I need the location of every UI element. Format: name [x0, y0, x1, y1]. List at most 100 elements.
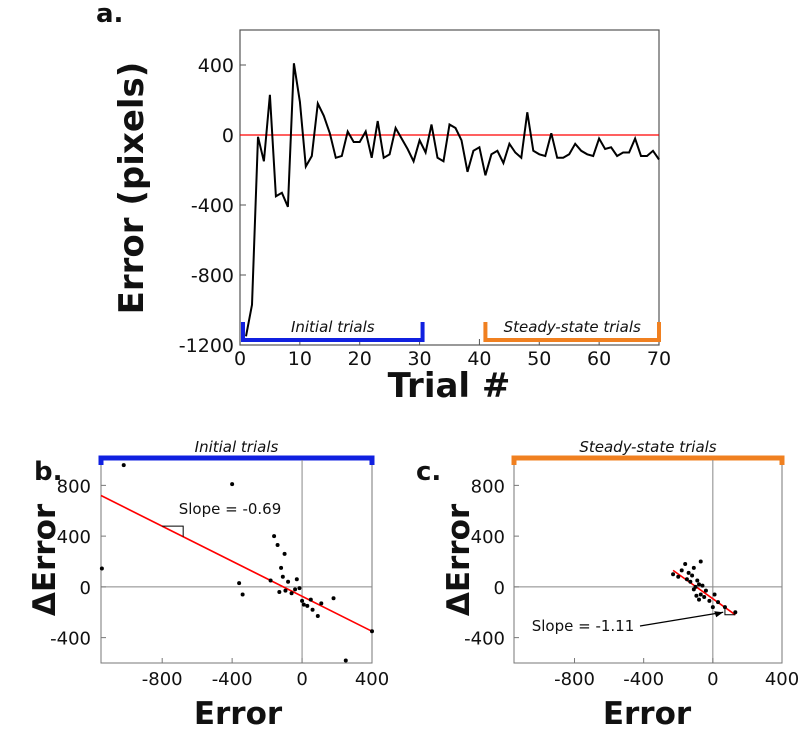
data-point	[693, 584, 698, 589]
panel-label-b: b.	[34, 457, 63, 487]
data-point	[275, 543, 280, 548]
annotation-arrow	[639, 611, 724, 627]
data-point	[698, 592, 703, 597]
panel-a: a. -1200 -800 -400 0 400 0 10 20 30 40 50 60 70 Ini…	[96, 0, 671, 406]
data-point	[679, 568, 684, 573]
data-point	[121, 463, 126, 468]
y-tick-label: -800	[191, 265, 234, 287]
data-point	[300, 598, 305, 603]
data-point	[237, 581, 242, 586]
y-tick-label: 800	[471, 476, 505, 497]
panel-c: c. Steady-state trials -400 0 400 800 -800 -40…	[416, 438, 799, 732]
slope-triangle	[162, 525, 184, 537]
data-point	[722, 605, 727, 610]
data-point	[282, 551, 287, 556]
bracket	[483, 322, 661, 342]
y-axis-title-b: ΔError	[27, 503, 63, 616]
panel-b: b. Initial trials -400 0 400 800 -800 -400 0 400…	[27, 438, 389, 732]
x-tick-label: -800	[142, 669, 183, 690]
chart-title: Initial trials	[195, 438, 279, 456]
x-axis-title-c: Error	[603, 696, 692, 732]
data-point	[697, 597, 702, 602]
data-point	[343, 658, 348, 663]
bracket	[240, 322, 425, 342]
data-point	[319, 601, 324, 606]
data-point	[240, 592, 245, 597]
data-point	[694, 593, 699, 598]
y-axis-title-a: Error (pixels)	[112, 62, 152, 315]
x-axis-title-b: Error	[194, 696, 283, 732]
data-point	[277, 589, 282, 594]
x-ticks-a: 0 10 20 30 40 50 60 70	[234, 339, 671, 370]
data-point	[676, 574, 681, 579]
y-tick-label: 0	[494, 578, 505, 599]
data-point	[691, 565, 696, 570]
data-point	[686, 570, 691, 575]
y-tick-label: 0	[80, 578, 91, 599]
x-axis-title-a: Trial #	[388, 366, 511, 406]
data-point	[716, 600, 721, 605]
x-tick-label: 0	[707, 669, 718, 690]
y-axis-title-c: ΔError	[441, 503, 477, 616]
data-point	[279, 565, 284, 570]
data-point	[703, 588, 708, 593]
y-tick-label: -400	[464, 629, 505, 650]
x-tick-label: 0	[296, 669, 307, 690]
data-point	[688, 579, 693, 584]
data-point	[294, 577, 299, 582]
y-tick-label: -1200	[179, 335, 234, 357]
data-point	[286, 579, 291, 584]
bracket-label: Initial trials	[291, 318, 375, 336]
brackets-a: Initial trials Steady-state trials	[240, 318, 661, 342]
y-tick-label: 400	[57, 527, 91, 548]
y-tick-label: 800	[57, 476, 91, 497]
data-point	[283, 588, 288, 593]
data-point	[683, 562, 688, 567]
chart-title: Steady-state trials	[579, 438, 716, 456]
plot-c: Steady-state trials -400 0 400 800 -800 -400 0 4…	[464, 438, 799, 690]
data-point	[684, 577, 689, 582]
plot-b: Initial trials -400 0 400 800 -800 -400 0 400 Slo…	[50, 438, 389, 690]
data-point	[310, 607, 315, 612]
x-tick-label: 70	[647, 348, 671, 370]
y-ticks-a: -1200 -800 -400 0 400	[179, 55, 246, 357]
data-point	[272, 534, 277, 539]
data-point	[671, 572, 676, 577]
x-tick-label: -400	[212, 669, 253, 690]
title-bar	[511, 455, 785, 465]
data-point	[305, 603, 310, 608]
data-point	[712, 592, 717, 597]
title-bar	[98, 455, 375, 465]
slope-triangle	[724, 607, 736, 616]
x-tick-label: 400	[355, 669, 389, 690]
x-tick-label: 50	[527, 348, 551, 370]
x-tick-label: -800	[554, 669, 595, 690]
x-tick-label: 40	[467, 348, 491, 370]
panel-label-c: c.	[416, 457, 441, 487]
plot-frame-a	[239, 29, 660, 346]
x-tick-label: 10	[288, 348, 312, 370]
panel-label-a: a.	[96, 0, 123, 29]
y-tick-label: 400	[471, 527, 505, 548]
data-point	[700, 583, 705, 588]
data-point	[293, 587, 298, 592]
data-point	[315, 614, 320, 619]
slope-annotation: Slope = -1.11	[532, 617, 635, 635]
y-tick-label: -400	[191, 195, 234, 217]
data-point	[301, 602, 306, 607]
series-line	[245, 63, 660, 337]
data-point	[99, 566, 104, 571]
data-point	[733, 610, 738, 615]
data-point	[289, 591, 294, 596]
y-tick-label: 400	[198, 55, 234, 77]
bracket-label: Steady-state trials	[504, 318, 641, 336]
y-tick-label: -400	[50, 629, 91, 650]
data-point	[690, 573, 695, 578]
data-point	[297, 586, 302, 591]
data-point	[702, 595, 707, 600]
data-point	[697, 582, 702, 587]
data-point	[710, 605, 715, 610]
x-tick-label: 0	[234, 348, 246, 370]
x-tick-label: 60	[587, 348, 611, 370]
